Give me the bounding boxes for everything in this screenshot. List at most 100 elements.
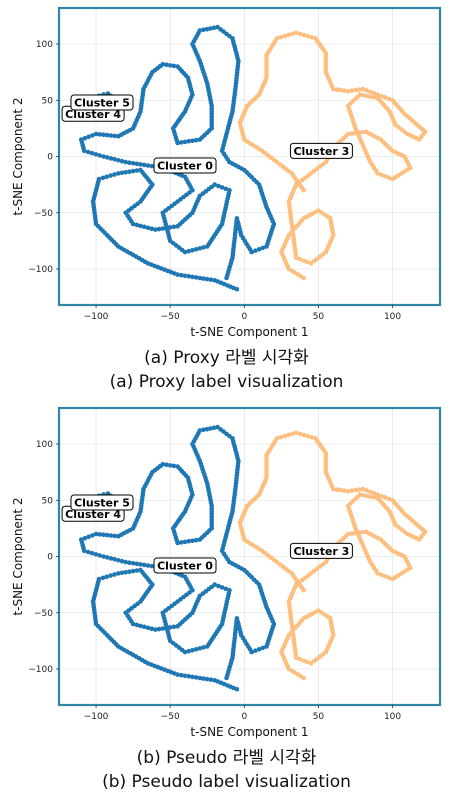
point-cluster-3 xyxy=(360,486,366,492)
point-cluster-0 xyxy=(201,27,206,33)
point-cluster-0 xyxy=(204,644,210,649)
point-cluster-0 xyxy=(93,152,99,157)
cluster-label-text: Cluster 3 xyxy=(293,145,349,158)
point-cluster-3 xyxy=(360,86,366,92)
point-cluster-0 xyxy=(197,246,203,251)
x-tick-label: −50 xyxy=(161,312,180,322)
point-cluster-0 xyxy=(138,623,143,629)
point-cluster-3 xyxy=(305,259,310,265)
point-cluster-0 xyxy=(256,247,262,252)
point-cluster-0 xyxy=(216,183,221,189)
point-cluster-0 xyxy=(211,425,217,431)
y-tick-label: −100 xyxy=(28,665,53,675)
point-cluster-0 xyxy=(212,678,217,683)
x-tick-label: 50 xyxy=(313,712,325,722)
point-cluster-0 xyxy=(149,626,154,631)
point-cluster-3 xyxy=(301,658,306,663)
point-cluster-0 xyxy=(211,25,217,31)
point-cluster-0 xyxy=(186,539,191,544)
grid xyxy=(59,8,440,305)
point-cluster-0 xyxy=(78,137,84,142)
point-cluster-3 xyxy=(313,36,318,41)
point-cluster-3 xyxy=(305,659,310,665)
point-cluster-0 xyxy=(253,248,258,253)
point-cluster-0 xyxy=(134,222,140,228)
point-cluster-3 xyxy=(386,496,392,502)
point-cluster-0 xyxy=(204,26,210,32)
point-cluster-0 xyxy=(164,462,169,468)
x-tick-label: 50 xyxy=(313,312,325,322)
point-cluster-0 xyxy=(193,275,199,280)
point-cluster-0 xyxy=(149,226,154,231)
cluster-label-box xyxy=(289,542,353,559)
point-cluster-3 xyxy=(375,92,381,97)
panel-proxy: Cluster 0 Cluster 3 Cluster 4 Cluster 5 −100… xyxy=(11,6,442,392)
point-cluster-0 xyxy=(97,153,102,158)
point-cluster-3 xyxy=(345,489,351,494)
points xyxy=(76,24,428,292)
point-cluster-0 xyxy=(175,140,180,146)
point-cluster-0 xyxy=(201,427,206,433)
point-cluster-3 xyxy=(342,88,347,93)
point-cluster-3 xyxy=(361,493,366,498)
cluster-label-text: Cluster 4 xyxy=(65,508,121,521)
point-cluster-0 xyxy=(93,131,99,137)
point-cluster-3 xyxy=(345,89,351,94)
point-cluster-3 xyxy=(379,493,384,499)
point-cluster-0 xyxy=(179,672,184,678)
point-cluster-0 xyxy=(260,245,266,251)
point-cluster-3 xyxy=(301,432,307,438)
y-tick-label: 50 xyxy=(42,496,54,506)
point-cluster-3 xyxy=(278,35,284,40)
y-tick-label: −50 xyxy=(34,609,53,619)
point-cluster-3 xyxy=(301,258,306,263)
point-cluster-0 xyxy=(101,154,106,159)
point-cluster-0 xyxy=(141,562,147,568)
point-cluster-3 xyxy=(371,495,377,500)
point-cluster-0 xyxy=(156,626,162,632)
point-cluster-0 xyxy=(112,533,117,539)
point-cluster-0 xyxy=(182,539,188,545)
point-cluster-0 xyxy=(186,274,191,279)
point-cluster-0 xyxy=(85,549,91,555)
point-cluster-0 xyxy=(264,644,269,649)
point-cluster-0 xyxy=(186,648,191,654)
point-cluster-3 xyxy=(345,531,351,537)
point-cluster-3 xyxy=(368,89,373,95)
point-cluster-0 xyxy=(153,227,158,232)
x-tick-label: −100 xyxy=(84,712,109,722)
point-cluster-0 xyxy=(104,155,110,160)
cluster-label: Cluster 3 xyxy=(289,142,353,159)
point-cluster-3 xyxy=(356,87,362,92)
point-cluster-0 xyxy=(138,562,143,567)
point-cluster-0 xyxy=(101,532,106,537)
caption-english: (a) Proxy label visualization xyxy=(109,372,344,392)
point-cluster-3 xyxy=(390,497,395,503)
point-cluster-0 xyxy=(134,161,140,167)
point-cluster-0 xyxy=(160,226,166,231)
grid xyxy=(59,408,440,705)
point-cluster-0 xyxy=(160,462,166,467)
point-cluster-0 xyxy=(141,624,147,630)
point-cluster-0 xyxy=(130,168,136,174)
point-cluster-0 xyxy=(197,675,203,681)
point-cluster-0 xyxy=(219,185,225,190)
x-tick-label: −50 xyxy=(161,712,180,722)
point-cluster-3 xyxy=(345,131,351,137)
cluster-label: Cluster 3 xyxy=(289,542,353,559)
point-cluster-0 xyxy=(204,676,210,682)
point-cluster-3 xyxy=(338,87,344,93)
point-cluster-0 xyxy=(208,277,214,283)
point-cluster-0 xyxy=(82,135,88,141)
point-cluster-0 xyxy=(264,244,269,249)
point-cluster-0 xyxy=(130,568,136,574)
point-cluster-0 xyxy=(190,538,195,544)
point-cluster-0 xyxy=(100,575,106,581)
point-cluster-0 xyxy=(97,532,103,537)
point-cluster-3 xyxy=(282,33,287,39)
point-cluster-0 xyxy=(204,276,210,282)
point-cluster-0 xyxy=(171,624,177,630)
y-tick-label: 0 xyxy=(47,153,53,163)
point-cluster-3 xyxy=(390,97,395,103)
point-cluster-3 xyxy=(305,433,311,439)
